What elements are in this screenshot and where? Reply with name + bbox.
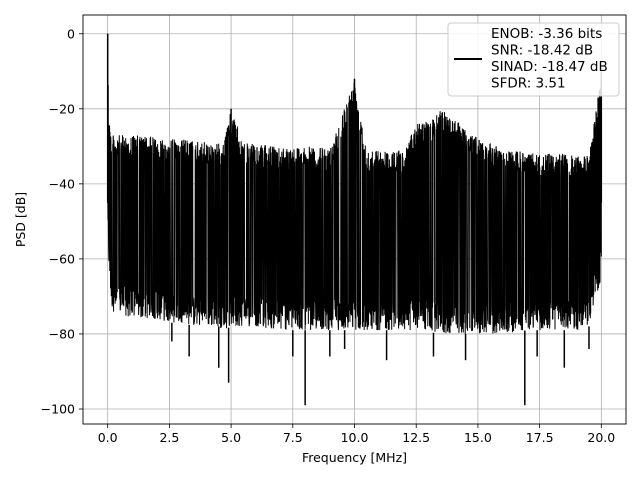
y-axis-label: PSD [dB] [13, 192, 28, 247]
x-tick-label: 7.5 [283, 430, 303, 445]
legend-snr: SNR: -18.42 dB [491, 43, 593, 59]
x-tick-label: 12.5 [402, 430, 430, 445]
x-tick-label: 20.0 [587, 430, 615, 445]
y-tick-label: −100 [41, 401, 75, 416]
y-tick-label: −40 [49, 176, 75, 191]
psd-series [106, 33, 603, 406]
x-axis-label: Frequency [MHz] [302, 450, 407, 465]
y-tick-label: −60 [49, 251, 75, 266]
y-tick-label: 0 [67, 26, 75, 41]
legend-sfdr: SFDR: 3.51 [491, 76, 566, 92]
y-axis-ticks: 0 −20 −40 −60 −80 −100 [41, 26, 83, 416]
x-tick-label: 2.5 [159, 430, 179, 445]
x-tick-label: 0.0 [98, 430, 118, 445]
x-axis-ticks: 0.0 2.5 5.0 7.5 10.0 12.5 15.0 17.5 20.0 [98, 424, 615, 445]
y-tick-label: −80 [49, 326, 75, 341]
legend-sinad: SINAD: -18.47 dB [491, 59, 608, 75]
legend-box [447, 22, 620, 97]
x-tick-label: 15.0 [464, 430, 492, 445]
legend-enob: ENOB: -3.36 bits [491, 26, 602, 42]
x-tick-label: 17.5 [526, 430, 554, 445]
legend: ENOB: -3.36 bits SNR: -18.42 dB SINAD: -… [447, 22, 620, 97]
x-tick-label: 5.0 [221, 430, 241, 445]
x-tick-label: 10.0 [341, 430, 369, 445]
y-tick-label: −20 [49, 101, 75, 116]
